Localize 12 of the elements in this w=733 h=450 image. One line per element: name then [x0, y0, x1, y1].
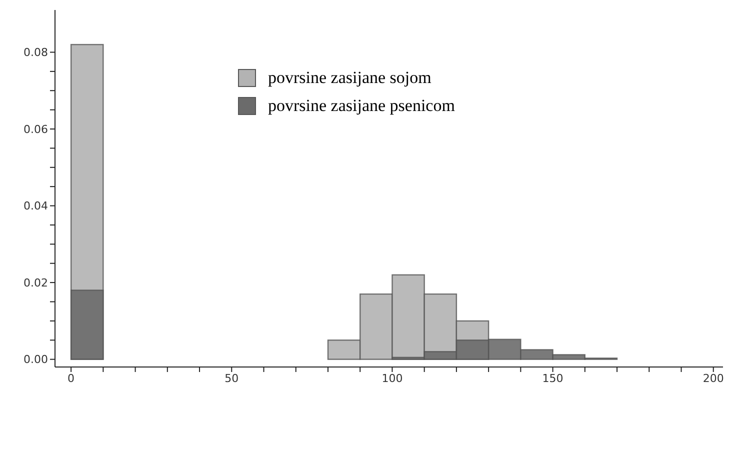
legend-label: povrsine zasijane sojom — [268, 68, 432, 88]
y-tick-label: 0.00 — [24, 353, 48, 366]
y-tick-label: 0.02 — [24, 276, 48, 290]
x-tick-label: 150 — [542, 372, 564, 385]
legend-label: povrsine zasijane psenicom — [268, 96, 455, 116]
x-tick-label: 100 — [382, 372, 403, 385]
x-tick-label: 200 — [702, 372, 724, 385]
y-tick-label: 0.08 — [24, 46, 48, 60]
x-tick-label: 50 — [224, 372, 239, 385]
y-tick-label: 0.04 — [24, 200, 48, 213]
y-tick-label: 0.06 — [24, 122, 48, 136]
x-tick-label: 0 — [68, 372, 75, 385]
